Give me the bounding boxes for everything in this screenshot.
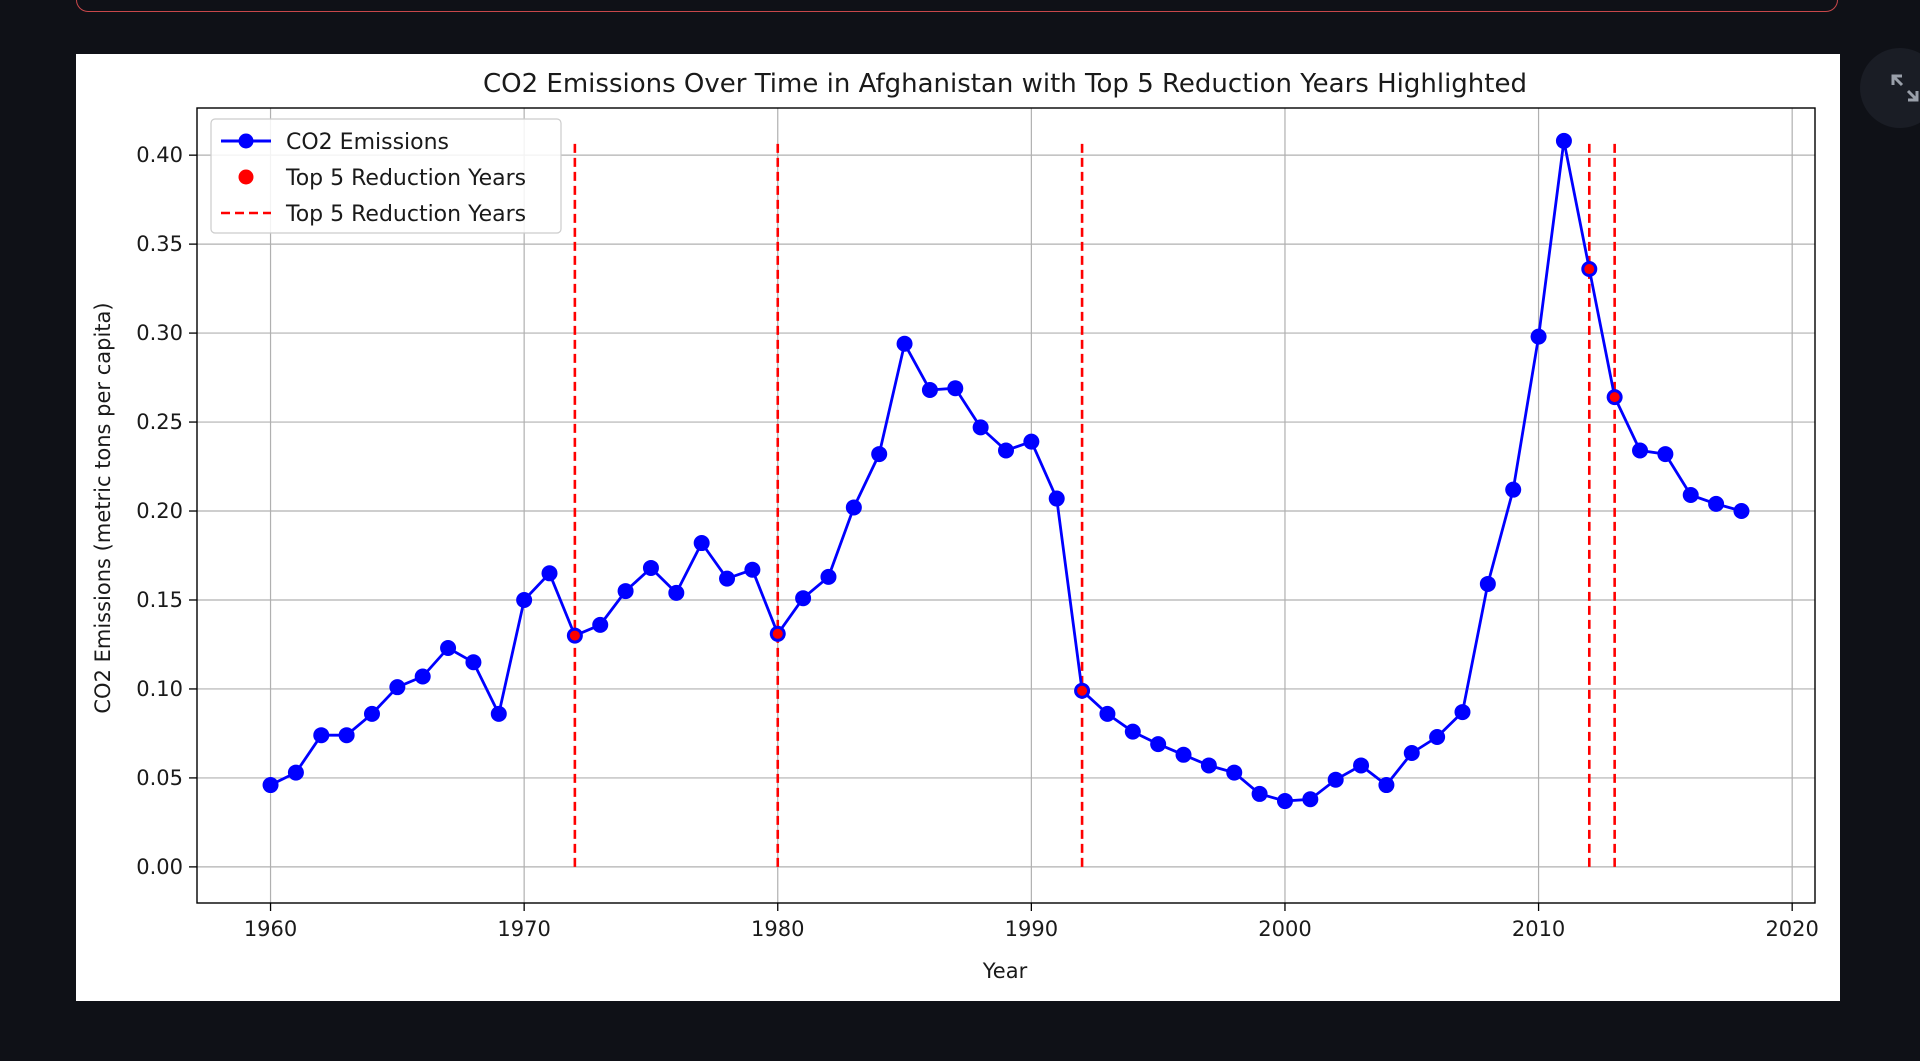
reduction-point	[1609, 392, 1620, 403]
co2-point	[921, 382, 938, 399]
co2-point	[1353, 757, 1370, 774]
co2-point	[541, 565, 558, 582]
co2-line-series	[269, 139, 1742, 803]
co2-point	[1150, 736, 1167, 753]
expand-button[interactable]	[1860, 48, 1920, 128]
co2-point	[693, 535, 710, 552]
co2-point	[262, 777, 279, 794]
plot-frame	[196, 107, 1816, 904]
co2-line	[269, 139, 1742, 803]
co2-point	[1251, 785, 1268, 802]
co2-point	[1023, 433, 1040, 450]
co2-point	[1733, 503, 1750, 520]
co2-point	[1175, 746, 1192, 763]
co2-point	[414, 668, 431, 685]
co2-point	[1124, 723, 1141, 740]
co2-point	[465, 654, 482, 671]
alert-box	[76, 0, 1838, 12]
co2-point	[998, 442, 1014, 459]
co2-point	[1226, 764, 1243, 781]
x-tick-label: 2000	[1258, 917, 1311, 941]
co2-point	[313, 727, 330, 744]
co2-point	[363, 705, 380, 722]
co2-point	[617, 583, 634, 600]
co2-point	[1682, 487, 1699, 504]
y-tick-label: 0.40	[136, 143, 183, 167]
expand-icon	[1891, 74, 1919, 102]
chart-figure: CO2 Emissions Over Time in Afghanistan w…	[76, 54, 1840, 1001]
chart-svg: CO2 Emissions Over Time in Afghanistan w…	[91, 69, 1819, 983]
co2-point	[1555, 132, 1572, 149]
y-tick-label: 0.25	[136, 410, 183, 434]
co2-point	[287, 764, 304, 781]
co2-point	[871, 446, 888, 463]
co2-point	[744, 561, 761, 578]
co2-point	[1327, 771, 1344, 788]
y-tick-label: 0.30	[136, 321, 183, 345]
co2-point	[389, 679, 406, 696]
co2-point	[338, 727, 355, 744]
co2-point	[795, 590, 812, 607]
co2-point	[719, 570, 736, 587]
legend: CO2 Emissions Top 5 Reduction Years Top …	[210, 118, 562, 234]
co2-point	[820, 568, 837, 585]
reduction-point	[772, 628, 783, 639]
co2-point	[845, 499, 862, 516]
co2-point	[1099, 705, 1116, 722]
co2-point	[592, 616, 609, 633]
reduction-point	[1584, 264, 1595, 275]
legend-label-reduction-dots: Top 5 Reduction Years	[285, 166, 526, 191]
chart-title: CO2 Emissions Over Time in Afghanistan w…	[483, 69, 1527, 99]
co2-point	[896, 335, 913, 352]
legend-label-reduction-lines: Top 5 Reduction Years	[285, 202, 526, 227]
y-tick-label: 0.00	[136, 855, 183, 879]
reduction-point	[1077, 685, 1088, 696]
y-tick-label: 0.10	[136, 677, 183, 701]
y-tick-label: 0.15	[136, 588, 183, 612]
x-tick-label: 1980	[751, 917, 804, 941]
co2-point	[642, 559, 659, 576]
legend-label-co2: CO2 Emissions	[286, 130, 449, 155]
y-axis-label: CO2 Emissions (metric tons per capita)	[91, 302, 115, 713]
legend-red-dot-swatch	[238, 169, 254, 185]
co2-point	[1479, 575, 1496, 592]
reduction-year-lines	[573, 140, 1616, 867]
co2-point	[440, 640, 457, 657]
co2-point	[668, 584, 685, 601]
co2-point	[1530, 328, 1547, 345]
co2-point	[1429, 728, 1446, 745]
reduction-point	[569, 630, 580, 641]
co2-points	[262, 132, 1750, 810]
co2-point	[1378, 777, 1395, 794]
co2-point	[1505, 481, 1522, 498]
x-axis-label: Year	[982, 959, 1028, 983]
y-tick-label: 0.35	[136, 232, 183, 256]
x-tick-label: 1960	[244, 917, 297, 941]
co2-point	[1048, 490, 1065, 507]
axis-ticks: 1960 1970 1980 1990 2000 2010 2020 0.00 0.05 0.10…	[136, 143, 1819, 941]
co2-point	[1657, 446, 1674, 463]
x-tick-label: 1990	[1005, 917, 1058, 941]
legend-marker-swatch	[238, 133, 254, 149]
co2-point	[1454, 704, 1471, 721]
co2-point	[490, 705, 507, 722]
co2-point	[516, 591, 533, 608]
co2-point	[972, 419, 989, 436]
co2-point	[1302, 791, 1319, 808]
co2-point	[947, 380, 964, 397]
y-tick-label: 0.20	[136, 499, 183, 523]
legend-box	[210, 118, 562, 234]
x-tick-label: 1970	[497, 917, 550, 941]
x-tick-label: 2010	[1512, 917, 1565, 941]
co2-point	[1632, 442, 1649, 459]
reduction-points	[569, 264, 1620, 696]
co2-point	[1276, 793, 1293, 810]
x-tick-label: 2020	[1765, 917, 1818, 941]
co2-point	[1708, 495, 1725, 512]
co2-point	[1403, 745, 1420, 762]
co2-point	[1200, 757, 1217, 774]
y-tick-label: 0.05	[136, 766, 183, 790]
